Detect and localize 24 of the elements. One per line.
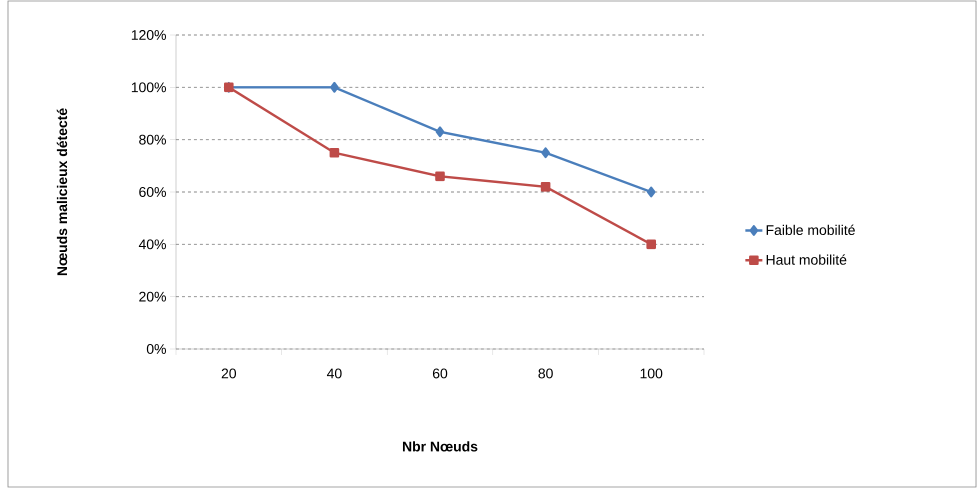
x-tick-label: 20 <box>222 368 236 378</box>
y-tick-label: 120% <box>132 30 166 40</box>
y-tick-label: 100% <box>132 82 166 92</box>
x-tick-label: 100 <box>640 368 662 378</box>
point <box>330 82 339 93</box>
x-tick-label: 40 <box>326 368 342 378</box>
point <box>330 148 340 158</box>
x-tick-label: 60 <box>432 368 448 378</box>
point <box>541 147 550 158</box>
y-tick-label: 80% <box>139 134 166 145</box>
point <box>646 240 656 250</box>
x-tick-label: 80 <box>538 368 553 378</box>
legend-label: Faible mobilité <box>766 224 855 236</box>
y-tick-label: 40% <box>138 239 166 250</box>
point <box>436 126 444 138</box>
point <box>435 172 445 182</box>
x-axis-title: Nbr Nœuds <box>402 441 478 452</box>
legend-label: Haut mobilité <box>766 254 846 265</box>
point <box>540 182 550 192</box>
y-tick-label: 60% <box>139 187 166 197</box>
y-tick-label: 0% <box>146 344 166 354</box>
y-axis-title: Nœuds malicieux détecté <box>56 108 68 276</box>
y-tick-label: 20% <box>139 292 166 302</box>
point <box>646 186 656 198</box>
